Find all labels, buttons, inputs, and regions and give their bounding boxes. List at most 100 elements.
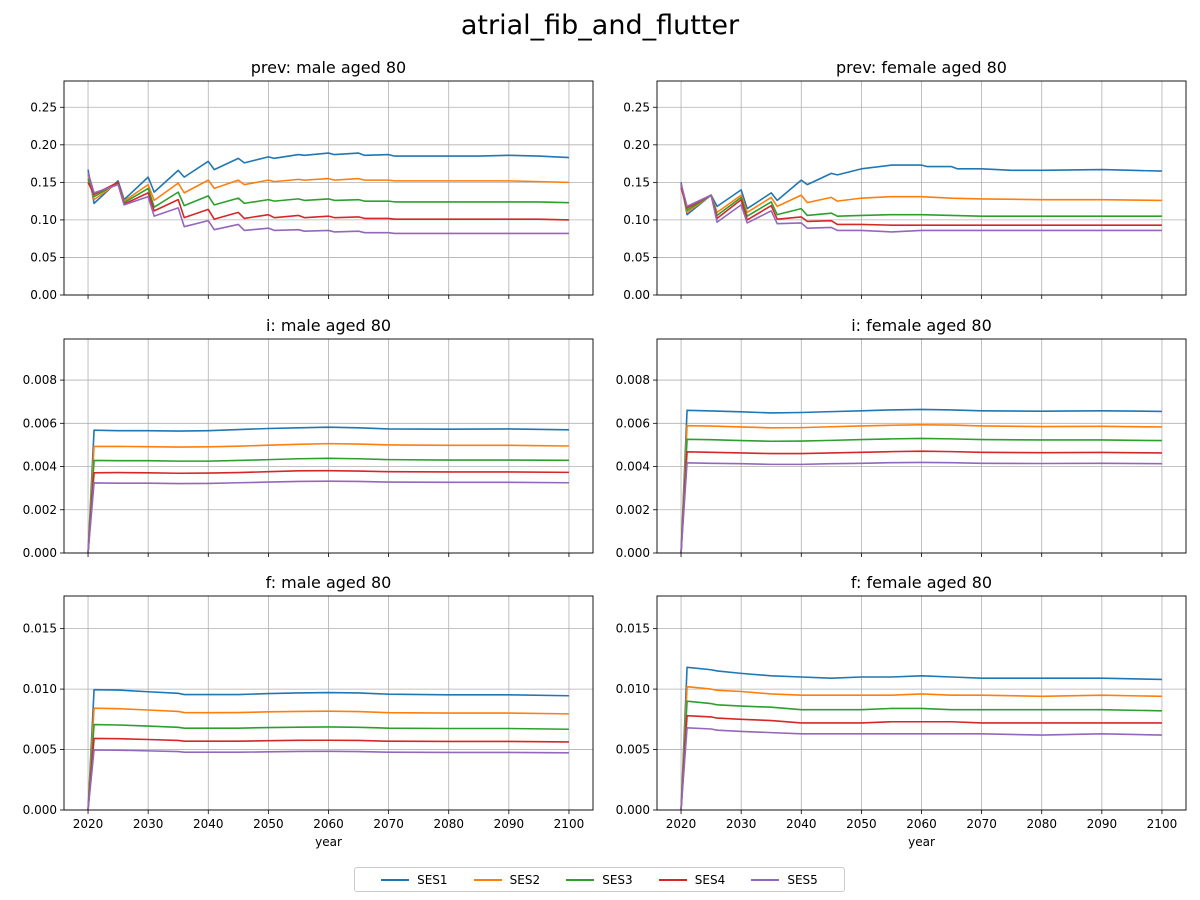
panel-5-xtick-label-2040: 2040 — [193, 817, 224, 831]
panel-1-ytick-label-2: 0.10 — [30, 213, 57, 227]
panel-1-title: prev: male aged 80 — [251, 58, 406, 77]
panel-1-ytick-label-3: 0.15 — [30, 175, 57, 189]
panel-1-frame — [63, 80, 594, 296]
legend-swatch-ses2 — [473, 878, 502, 881]
panel-5-series-ses1 — [87, 688, 569, 810]
panel-4-ytick-label-4: 0.008 — [616, 373, 650, 387]
panel-6-xtick-label-2100: 2100 — [1147, 817, 1178, 831]
panel-2-frame — [656, 80, 1187, 296]
panel-5-ytick-label-0: 0.000 — [23, 803, 57, 817]
panel-4-series-ses1 — [680, 408, 1162, 553]
panel-6-ytick-label-0: 0.000 — [616, 803, 650, 817]
panel-1-series-ses3 — [87, 178, 569, 208]
panel-1-ytick-label-5: 0.25 — [30, 100, 57, 114]
panel-6-xtick-label-2060: 2060 — [906, 817, 937, 831]
panel-3-series-ses5 — [87, 480, 569, 553]
panel-2-ytick-label-2: 0.10 — [623, 213, 650, 227]
panel-2-ytick-label-0: 0.00 — [623, 288, 650, 302]
panel-4-series-ses2 — [680, 424, 1162, 553]
panel-3-frame — [63, 338, 594, 554]
panel-5-series-ses4 — [87, 737, 569, 810]
panel-5-xtick-label-2090: 2090 — [494, 817, 525, 831]
panel-2-series-ses4 — [680, 187, 1162, 226]
panel-6-title: f: female aged 80 — [851, 573, 992, 592]
panel-6-series-ses2 — [680, 685, 1162, 810]
panel-6-frame — [656, 595, 1187, 811]
panel-6-series-ses1 — [680, 666, 1162, 810]
panel-6-xtick-label-2030: 2030 — [726, 817, 757, 831]
panel-4-ytick-label-1: 0.002 — [616, 503, 650, 517]
panel-2-ytick-label-4: 0.20 — [623, 138, 650, 152]
legend-swatch-ses3 — [566, 878, 595, 881]
panel-5-ytick-label-3: 0.015 — [23, 622, 57, 636]
panel-5-title: f: male aged 80 — [266, 573, 392, 592]
panel-6-series-ses5 — [680, 726, 1162, 810]
panel-6: f: female aged 80 2020 2030 2040 2050 2060 207… — [616, 573, 1187, 849]
panel-5-ytick-label-1: 0.005 — [23, 743, 57, 757]
panel-6-xtick-label-2090: 2090 — [1087, 817, 1118, 831]
panel-5-xtick-label-2030: 2030 — [133, 817, 164, 831]
panel-6-xlabel: year — [908, 835, 935, 849]
panel-5-xtick-label-2100: 2100 — [554, 817, 585, 831]
panel-4-ytick-label-3: 0.006 — [616, 416, 650, 430]
panel-3-ytick-label-1: 0.002 — [23, 503, 57, 517]
panel-5-series-ses2 — [87, 707, 569, 810]
panel-6-xtick-label-2080: 2080 — [1026, 817, 1057, 831]
legend-label-ses3: SES3 — [602, 872, 633, 887]
panel-2-series-ses3 — [680, 185, 1162, 217]
panel-3-title: i: male aged 80 — [266, 316, 391, 335]
panel-5-xlabel: year — [315, 835, 342, 849]
panel-4-series-ses4 — [680, 450, 1162, 553]
panel-6-series-ses4 — [680, 714, 1162, 810]
legend-item-ses2: SES2 — [473, 872, 541, 887]
panel-2-series-ses2 — [680, 184, 1162, 214]
panel-4-series-ses3 — [680, 437, 1162, 553]
panel-5-xtick-label-2060: 2060 — [313, 817, 344, 831]
legend-label-ses5: SES5 — [787, 872, 818, 887]
panel-6-xtick-label-2020: 2020 — [666, 817, 697, 831]
panel-2: prev: female aged 80 0.00 0.05 0.10 0.15 0.20… — [623, 58, 1187, 302]
legend-item-ses4: SES4 — [658, 872, 726, 887]
panel-6-ytick-label-3: 0.015 — [616, 622, 650, 636]
panel-2-title: prev: female aged 80 — [836, 58, 1007, 77]
panel-4: i: female aged 80 0.000 0.002 0.004 0.006 0.0… — [616, 316, 1187, 560]
legend-swatch-ses4 — [658, 878, 687, 881]
panel-2-series-ses1 — [680, 164, 1162, 216]
panel-6-xtick-label-2070: 2070 — [966, 817, 997, 831]
panel-5-ytick-label-2: 0.010 — [23, 682, 57, 696]
legend-label-ses1: SES1 — [417, 872, 448, 887]
legend-label-ses2: SES2 — [509, 872, 541, 887]
panel-6-ytick-label-1: 0.005 — [616, 743, 650, 757]
panel-5-xtick-label-2070: 2070 — [373, 817, 404, 831]
panel-3-ytick-label-2: 0.004 — [23, 460, 57, 474]
panel-5-frame — [63, 595, 594, 811]
panel-3-ytick-label-3: 0.006 — [23, 416, 57, 430]
panel-2-ytick-label-5: 0.25 — [623, 100, 650, 114]
panel-1-series-ses2 — [87, 174, 569, 202]
panel-1-ytick-label-1: 0.05 — [30, 250, 57, 264]
panel-6-ytick-label-2: 0.010 — [616, 682, 650, 696]
panel-1-series-ses5 — [87, 172, 569, 235]
legend-item-ses5: SES5 — [751, 872, 818, 887]
panel-2-series-ses5 — [680, 183, 1162, 233]
legend-item-ses1: SES1 — [381, 872, 448, 887]
panel-3-series-ses2 — [87, 442, 569, 553]
legend-label-ses4: SES4 — [694, 872, 726, 887]
panel-6-series-ses3 — [680, 700, 1162, 810]
panel-4-title: i: female aged 80 — [851, 316, 992, 335]
panel-5-xtick-label-2080: 2080 — [433, 817, 464, 831]
panel-4-frame — [656, 338, 1187, 554]
panel-5-series-ses5 — [87, 749, 569, 810]
panel-1-series-ses1 — [87, 152, 569, 205]
panel-3-ytick-label-0: 0.000 — [23, 546, 57, 560]
panel-5-xtick-label-2020: 2020 — [73, 817, 104, 831]
panel-3-series-ses3 — [87, 457, 569, 553]
panel-5-series-ses3 — [87, 723, 569, 810]
panel-4-ytick-label-0: 0.000 — [616, 546, 650, 560]
panel-1-series-ses4 — [87, 181, 569, 221]
panel-6-xtick-label-2050: 2050 — [846, 817, 877, 831]
panel-4-series-ses5 — [680, 461, 1162, 553]
legend: SES1 SES2 SES3 SES4 SES5 — [354, 867, 845, 892]
panel-1-ytick-label-4: 0.20 — [30, 138, 57, 152]
panel-3-series-ses4 — [87, 469, 569, 553]
